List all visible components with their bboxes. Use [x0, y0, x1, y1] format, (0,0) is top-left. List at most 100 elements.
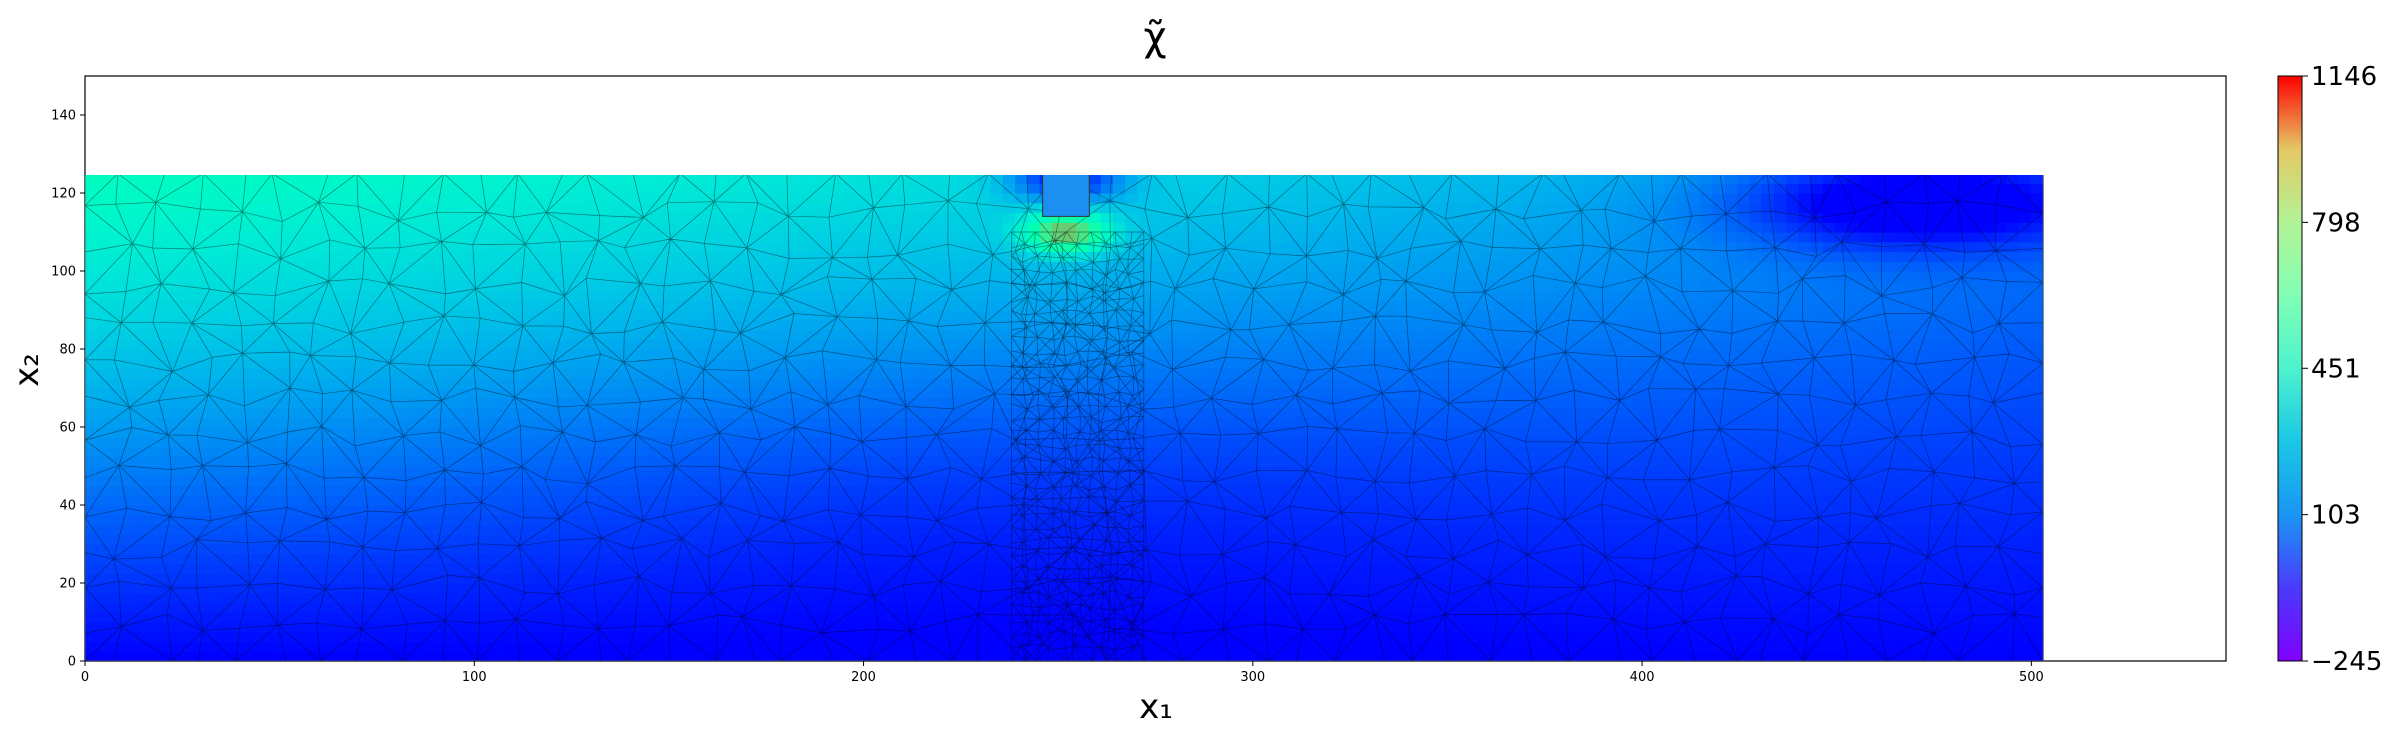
- field-cell: [207, 436, 221, 448]
- field-cell: [684, 524, 698, 535]
- field-cell: [807, 553, 820, 565]
- field-cell: [745, 280, 759, 292]
- field-cell: [1223, 261, 1236, 272]
- field-cell: [268, 583, 282, 594]
- field-cell: [770, 651, 784, 661]
- field-cell: [121, 183, 135, 194]
- field-cell: [256, 641, 270, 652]
- field-cell: [1235, 310, 1249, 321]
- field-cell: [354, 310, 368, 321]
- field-cell: [978, 290, 992, 301]
- field-cell: [562, 631, 576, 643]
- field-cell: [574, 485, 588, 496]
- field-cell: [709, 505, 722, 516]
- field-cell: [586, 378, 600, 389]
- field-cell: [439, 183, 453, 194]
- field-cell: [574, 261, 588, 272]
- field-cell: [1247, 183, 1261, 194]
- field-cell: [317, 202, 331, 214]
- field-cell: [1284, 339, 1298, 350]
- field-cell: [868, 485, 882, 496]
- field-cell: [268, 388, 282, 399]
- field-cell: [1247, 407, 1261, 418]
- field-cell: [341, 251, 355, 262]
- field-cell: [525, 602, 539, 613]
- field-cell: [550, 319, 563, 331]
- field-cell: [929, 602, 943, 613]
- field-cell: [244, 427, 257, 438]
- field-cell: [97, 232, 111, 243]
- field-cell: [623, 175, 637, 184]
- field-cell: [1247, 290, 1261, 301]
- field-cell: [293, 592, 306, 604]
- field-cell: [550, 339, 563, 350]
- field-cell: [1284, 290, 1298, 301]
- field-cell: [366, 573, 380, 584]
- field-cell: [855, 241, 869, 253]
- field-cell: [598, 446, 612, 457]
- field-cell: [635, 193, 649, 204]
- field-cell: [819, 232, 833, 243]
- field-cell: [341, 222, 355, 233]
- field-cell: [525, 271, 539, 282]
- field-cell: [1198, 251, 1212, 262]
- field-cell: [794, 651, 808, 661]
- field-cell: [182, 534, 196, 545]
- field-cell: [109, 261, 123, 272]
- field-cell: [611, 378, 625, 389]
- field-cell: [305, 475, 319, 487]
- field-cell: [623, 417, 637, 428]
- field-cell: [586, 271, 600, 282]
- field-cell: [244, 417, 257, 428]
- field-cell: [721, 514, 735, 526]
- field-cell: [158, 193, 172, 204]
- field-cell: [195, 407, 208, 418]
- field-cell: [966, 436, 979, 448]
- field-cell: [562, 319, 576, 331]
- field-cell: [1015, 505, 1028, 516]
- field-cell: [85, 573, 98, 584]
- field-cell: [305, 583, 319, 594]
- field-cell: [170, 651, 184, 661]
- field-cell: [929, 427, 943, 438]
- field-cell: [733, 397, 747, 409]
- field-cell: [329, 446, 343, 457]
- field-cell: [660, 261, 674, 272]
- field-cell: [990, 232, 1004, 243]
- field-cell: [244, 388, 257, 399]
- field-cell: [794, 222, 808, 233]
- field-cell: [953, 524, 967, 535]
- field-cell: [819, 222, 833, 233]
- field-cell: [219, 534, 233, 545]
- field-cell: [831, 202, 845, 214]
- field-cell: [550, 280, 563, 292]
- field-cell: [696, 388, 710, 399]
- field-cell: [439, 505, 453, 516]
- field-cell: [390, 631, 404, 643]
- field-cell: [647, 475, 661, 487]
- field-cell: [733, 202, 747, 214]
- field-cell: [268, 368, 282, 379]
- field-cell: [1161, 271, 1175, 282]
- field-cell: [855, 456, 869, 467]
- field-cell: [1235, 602, 1249, 613]
- field-cell: [1064, 271, 1077, 282]
- field-cell: [892, 407, 906, 418]
- field-cell: [1027, 612, 1041, 623]
- field-cell: [855, 622, 869, 633]
- field-cell: [623, 475, 637, 487]
- field-cell: [1186, 417, 1200, 428]
- field-cell: [855, 485, 869, 496]
- field-cell: [464, 446, 478, 457]
- field-cell: [1002, 495, 1016, 506]
- field-cell: [415, 514, 429, 526]
- field-cell: [1149, 505, 1163, 516]
- field-cell: [1284, 534, 1298, 545]
- field-cell: [317, 212, 331, 223]
- field-cell: [758, 456, 771, 467]
- field-cell: [1161, 553, 1175, 565]
- field-cell: [1064, 612, 1077, 623]
- field-cell: [390, 388, 404, 399]
- field-cell: [1100, 651, 1114, 661]
- field-cell: [696, 563, 710, 574]
